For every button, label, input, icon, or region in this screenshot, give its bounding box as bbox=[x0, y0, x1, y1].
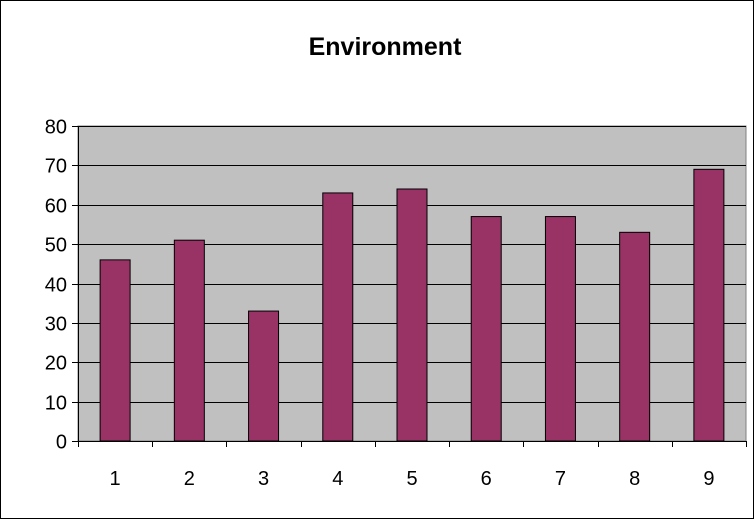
bar-7 bbox=[544, 216, 576, 442]
x-tick-label: 1 bbox=[110, 468, 121, 490]
x-tick-label: 5 bbox=[406, 468, 417, 490]
x-axis-ticks: 1 2 3 4 5 6 7 8 9 bbox=[78, 441, 747, 490]
y-tick-label: 50 bbox=[45, 235, 67, 257]
x-tick-label: 3 bbox=[258, 468, 269, 490]
chart-title: Environment bbox=[309, 33, 462, 61]
bars bbox=[99, 168, 725, 442]
y-tick-label: 10 bbox=[45, 393, 67, 415]
bar-6 bbox=[470, 216, 502, 442]
x-tick-label: 7 bbox=[555, 468, 566, 490]
bar-8 bbox=[619, 231, 651, 442]
x-tick-label: 9 bbox=[703, 468, 714, 490]
x-tick-label: 2 bbox=[184, 468, 195, 490]
bar-9 bbox=[693, 168, 725, 442]
bar-5 bbox=[396, 188, 428, 442]
x-tick-label: 6 bbox=[481, 468, 492, 490]
x-tick-label: 4 bbox=[332, 468, 343, 490]
bar-1 bbox=[99, 259, 131, 442]
y-tick-label: 30 bbox=[45, 314, 67, 336]
y-tick-label: 60 bbox=[45, 196, 67, 218]
x-tick-label: 8 bbox=[629, 468, 640, 490]
y-tick-label: 80 bbox=[45, 117, 67, 139]
y-axis-ticks: 0 10 20 30 40 50 60 70 80 bbox=[45, 117, 78, 454]
y-tick-label: 0 bbox=[56, 432, 67, 454]
y-tick-label: 20 bbox=[45, 353, 67, 375]
bar-2 bbox=[173, 239, 205, 442]
bar-4 bbox=[322, 192, 354, 442]
bar-3 bbox=[248, 310, 280, 442]
y-tick-label: 40 bbox=[45, 275, 67, 297]
y-tick-label: 70 bbox=[45, 156, 67, 178]
axes bbox=[78, 126, 746, 442]
